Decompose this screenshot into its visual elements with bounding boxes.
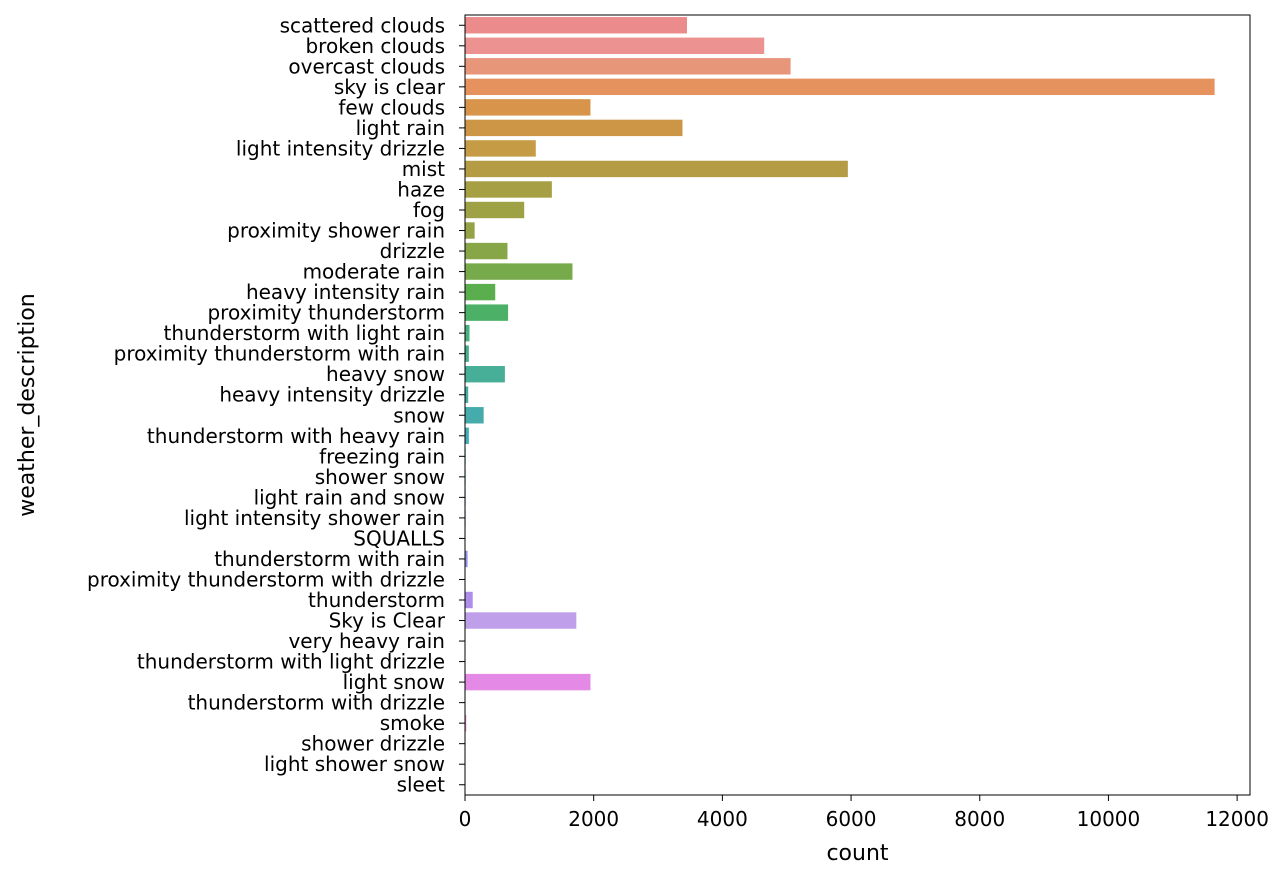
y-tick-label: proximity thunderstorm: [207, 301, 445, 325]
y-tick-label: thunderstorm with heavy rain: [147, 424, 445, 448]
x-tick-label: 12000: [1205, 807, 1269, 831]
y-tick-label: light rain and snow: [254, 485, 445, 509]
y-tick-label: moderate rain: [303, 260, 445, 284]
x-tick-label: 2000: [568, 807, 619, 831]
y-tick-label: thunderstorm: [308, 588, 445, 612]
bar: [465, 119, 683, 137]
x-tick-label: 8000: [954, 807, 1005, 831]
bar: [465, 324, 470, 342]
x-tick-label: 4000: [697, 807, 748, 831]
y-tick-label: proximity shower rain: [227, 219, 445, 243]
y-tick-label: heavy intensity drizzle: [219, 383, 445, 407]
y-tick-label: smoke: [380, 711, 445, 735]
plot-frame: [464, 14, 1251, 796]
bar: [465, 714, 467, 732]
bar: [465, 242, 508, 260]
bar: [465, 427, 469, 444]
bar: [465, 673, 591, 691]
y-tick-label: scattered clouds: [280, 13, 445, 37]
y-tick-label: shower snow: [315, 465, 445, 489]
y-tick-label: heavy intensity rain: [246, 280, 445, 304]
y-tick-label: broken clouds: [305, 34, 445, 58]
bar: [465, 263, 573, 280]
y-tick-label: overcast clouds: [288, 54, 445, 78]
y-tick-label: light snow: [343, 670, 445, 694]
y-tick-label: proximity thunderstorm with rain: [114, 342, 445, 366]
bar: [465, 304, 509, 321]
y-tick-label: heavy snow: [326, 362, 445, 386]
bar: [465, 591, 473, 609]
bar: [465, 612, 577, 629]
bar: [465, 160, 848, 178]
y-tick-label: thunderstorm with light drizzle: [137, 650, 445, 674]
y-tick-label: few clouds: [338, 95, 445, 119]
bar: [465, 283, 496, 301]
x-tick-label: 0: [459, 807, 472, 831]
y-tick-label: light intensity drizzle: [236, 136, 445, 160]
bar: [465, 407, 484, 424]
y-tick-label: thunderstorm with light rain: [164, 321, 445, 345]
y-tick-label: light rain: [356, 116, 445, 140]
bar: [465, 58, 791, 75]
x-tick-label: 10000: [1077, 807, 1141, 831]
y-tick-label: SQUALLS: [353, 526, 445, 550]
y-tick-label: sky is clear: [334, 75, 446, 99]
bar: [465, 550, 468, 568]
bar: [465, 78, 1215, 96]
bar: [465, 366, 505, 383]
y-tick-label: thunderstorm with rain: [214, 547, 445, 571]
y-tick-label: light shower snow: [264, 752, 445, 776]
y-tick-label: very heavy rain: [288, 629, 445, 653]
y-tick-label: fog: [413, 198, 445, 222]
y-tick-label: shower drizzle: [301, 732, 445, 756]
y-tick-label: sleet: [397, 773, 446, 797]
bar: [465, 222, 475, 239]
y-tick-label: Sky is Clear: [329, 609, 446, 633]
x-axis-label: count: [826, 841, 888, 866]
y-tick-label: freezing rain: [319, 444, 445, 468]
y-axis-label: weather_description: [15, 293, 40, 516]
bar: [465, 386, 469, 403]
y-tick-label: snow: [393, 403, 445, 427]
bar: [465, 201, 525, 219]
bar: [465, 140, 536, 157]
y-tick-label: proximity thunderstorm with drizzle: [87, 567, 445, 591]
y-tick-label: haze: [397, 177, 445, 201]
y-tick-label: drizzle: [380, 239, 445, 263]
x-tick-label: 6000: [826, 807, 877, 831]
bar: [465, 345, 469, 362]
y-tick-label: light intensity shower rain: [184, 506, 445, 530]
y-tick-label: thunderstorm with drizzle: [188, 691, 445, 715]
bar: [465, 181, 552, 198]
y-tick-label: mist: [402, 157, 445, 181]
bars-group: [465, 17, 1215, 793]
bar: [465, 37, 765, 54]
bar: [465, 17, 687, 34]
bar: [465, 99, 591, 116]
x-axis-ticks: 0 2000 4000 6000 8000 10000 12000: [459, 795, 1269, 831]
